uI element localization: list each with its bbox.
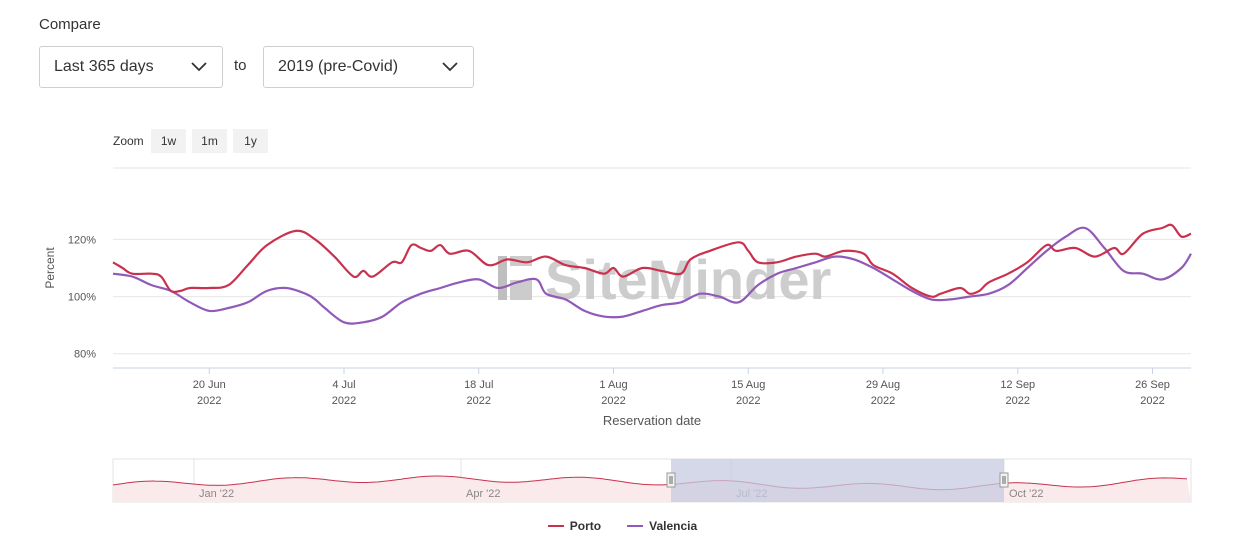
line-chart: SiteMinder 80% 100% 120% Percent 20 Jun 202… <box>43 167 1192 503</box>
baseline-select-value: 2019 (pre-Covid) <box>278 58 399 75</box>
x-tick-label: 1 Aug <box>599 379 627 391</box>
legend-porto-swatch <box>547 525 564 527</box>
y-tick-label: 100% <box>68 292 96 304</box>
series-line-porto <box>112 223 1192 298</box>
x-tick-year: 2022 <box>871 395 895 407</box>
navigator-x-label: Apr '22 <box>466 488 501 500</box>
zoom-1y-button[interactable]: 1y <box>233 129 268 153</box>
chevron-down-icon <box>191 62 207 72</box>
navigator-left-handle[interactable] <box>666 472 676 488</box>
siteminder-watermark: SiteMinder <box>498 248 831 311</box>
x-tick-year: 2022 <box>1006 395 1030 407</box>
series-line-valencia <box>112 226 1192 325</box>
navigator-x-label: Oct '22 <box>1009 488 1044 500</box>
x-tick-label: 4 Jul <box>332 379 355 391</box>
x-tick-year: 2022 <box>197 395 221 407</box>
x-tick-year: 2022 <box>601 395 625 407</box>
x-tick-label: 18 Jul <box>464 379 493 391</box>
zoom-label: Zoom <box>113 134 144 148</box>
chevron-down-icon <box>442 62 458 72</box>
legend-item-porto[interactable]: Porto <box>547 519 602 533</box>
legend-item-valencia[interactable]: Valencia <box>627 519 697 533</box>
zoom-1m-button[interactable]: 1m <box>192 129 227 153</box>
x-tick-year: 2022 <box>1140 395 1164 407</box>
x-tick-label: 29 Aug <box>866 379 900 391</box>
x-tick-year: 2022 <box>736 395 760 407</box>
y-axis: 80% 100% 120% <box>68 234 96 360</box>
compare-label: Compare <box>39 16 101 33</box>
x-axis-title: Reservation date <box>603 413 701 428</box>
legend-porto-label: Porto <box>569 519 602 533</box>
x-tick-label: 20 Jun <box>193 379 226 391</box>
x-tick-label: 15 Aug <box>731 379 765 391</box>
grid-lines <box>113 167 1191 355</box>
y-axis-title: Percent <box>43 247 57 289</box>
y-tick-label: 120% <box>68 234 96 246</box>
watermark-text: SiteMinder <box>545 248 831 311</box>
navigator-selection[interactable] <box>671 459 1004 502</box>
x-axis: 20 Jun 2022 4 Jul 2022 18 Jul 2022 1 Aug 2022 15… <box>193 368 1170 407</box>
legend: Porto Valencia <box>0 519 1245 533</box>
x-tick-label: 26 Sep <box>1135 379 1170 391</box>
navigator-right-handle[interactable] <box>999 472 1009 488</box>
baseline-select[interactable]: 2019 (pre-Covid) <box>263 46 474 88</box>
navigator-x-label: Jan '22 <box>199 488 234 500</box>
legend-valencia-swatch <box>627 525 644 527</box>
zoom-1w-button[interactable]: 1w <box>151 129 186 153</box>
legend-valencia-label: Valencia <box>649 519 698 533</box>
x-tick-year: 2022 <box>467 395 491 407</box>
y-tick-label: 80% <box>74 349 96 361</box>
period-select[interactable]: Last 365 days <box>39 46 223 88</box>
to-label: to <box>234 57 247 74</box>
series-layer <box>112 223 1192 325</box>
x-tick-year: 2022 <box>332 395 356 407</box>
x-tick-label: 12 Sep <box>1000 379 1035 391</box>
period-select-value: Last 365 days <box>54 58 154 75</box>
